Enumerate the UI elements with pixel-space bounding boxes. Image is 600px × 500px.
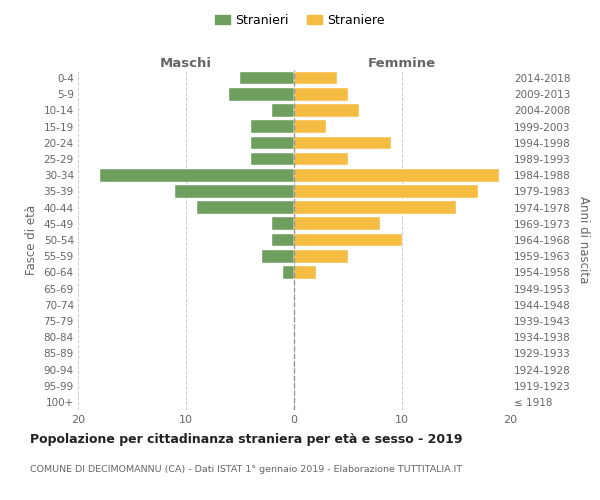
Bar bbox=[294, 152, 348, 166]
Bar bbox=[272, 234, 294, 246]
Bar bbox=[294, 250, 348, 262]
Bar bbox=[240, 72, 294, 85]
Bar bbox=[251, 152, 294, 166]
Legend: Stranieri, Straniere: Stranieri, Straniere bbox=[210, 8, 390, 32]
Bar bbox=[294, 104, 359, 117]
Text: COMUNE DI DECIMOMANNU (CA) - Dati ISTAT 1° gennaio 2019 - Elaborazione TUTTITALI: COMUNE DI DECIMOMANNU (CA) - Dati ISTAT … bbox=[30, 466, 462, 474]
Bar bbox=[294, 88, 348, 101]
Y-axis label: Fasce di età: Fasce di età bbox=[25, 205, 38, 275]
Y-axis label: Anni di nascita: Anni di nascita bbox=[577, 196, 590, 284]
Bar bbox=[251, 136, 294, 149]
Bar bbox=[175, 185, 294, 198]
Bar bbox=[100, 169, 294, 181]
Bar bbox=[251, 120, 294, 133]
Bar bbox=[272, 218, 294, 230]
Bar bbox=[294, 218, 380, 230]
Text: Femmine: Femmine bbox=[368, 57, 436, 70]
Bar bbox=[229, 88, 294, 101]
Bar bbox=[294, 266, 316, 278]
Bar bbox=[294, 185, 478, 198]
Bar bbox=[197, 202, 294, 214]
Bar bbox=[294, 120, 326, 133]
Bar bbox=[272, 104, 294, 117]
Bar bbox=[294, 202, 456, 214]
Bar bbox=[294, 169, 499, 181]
Bar bbox=[294, 136, 391, 149]
Bar bbox=[283, 266, 294, 278]
Text: Popolazione per cittadinanza straniera per età e sesso - 2019: Popolazione per cittadinanza straniera p… bbox=[30, 432, 463, 446]
Bar bbox=[294, 234, 402, 246]
Bar bbox=[262, 250, 294, 262]
Text: Maschi: Maschi bbox=[160, 57, 212, 70]
Bar bbox=[294, 72, 337, 85]
